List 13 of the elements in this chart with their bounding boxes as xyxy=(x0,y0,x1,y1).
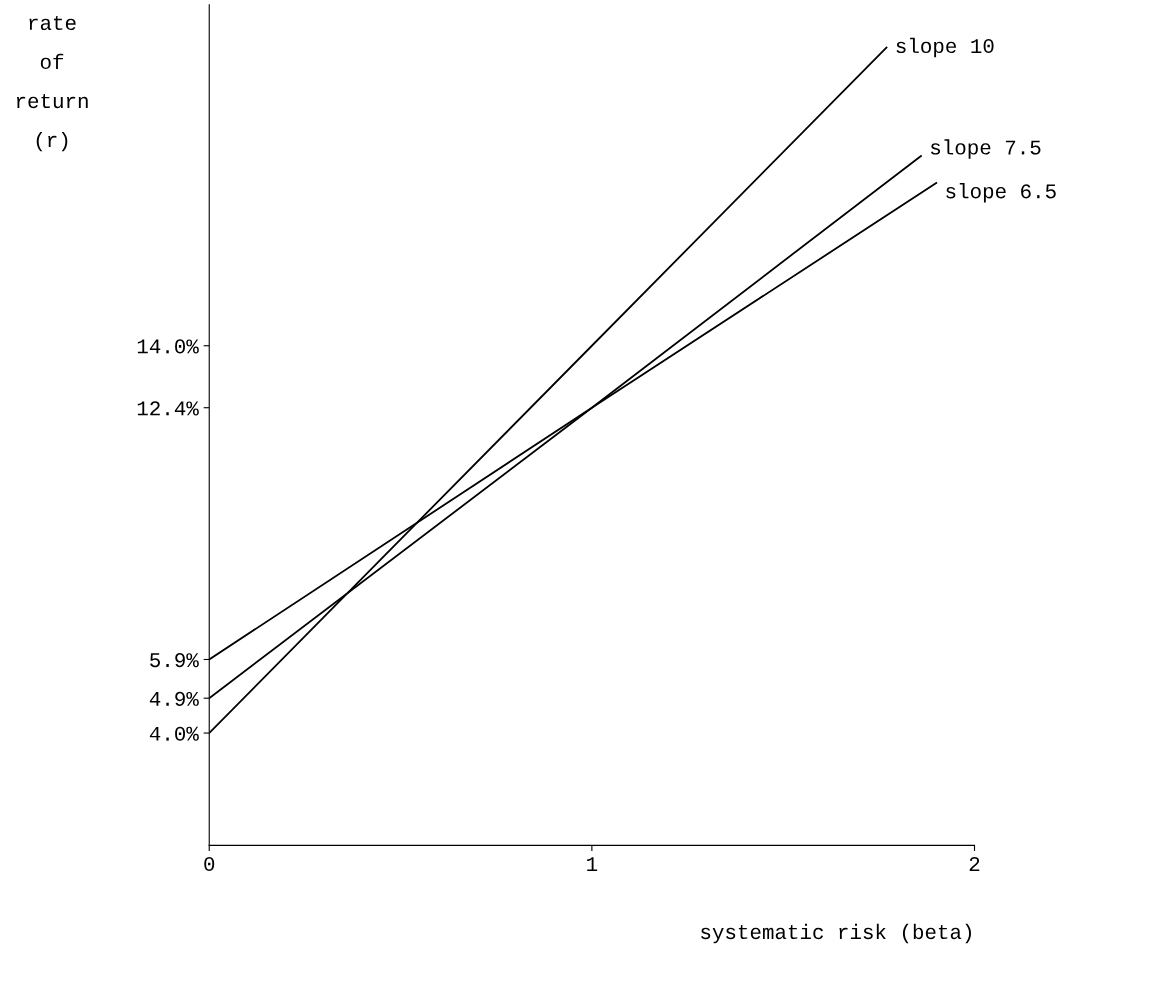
y-tick-label: 5.9% xyxy=(150,653,199,668)
y-tick-label: 14.0% xyxy=(137,339,199,354)
y-tick-label: 4.0% xyxy=(149,726,199,741)
x-tick-label: 2 xyxy=(969,856,980,871)
series-label: slope 10 xyxy=(896,37,994,58)
x-tick-label: 1 xyxy=(587,857,598,871)
y-tick-label: 12.4% xyxy=(137,401,199,416)
x-axis-title: systematic risk (beta) xyxy=(701,923,971,944)
y-tick-label: 4.9% xyxy=(149,691,199,706)
x-tick-label: 0 xyxy=(204,856,215,872)
series-label: slope 6.5 xyxy=(946,183,1056,203)
y-axis-title: rate of return (r) xyxy=(16,15,88,152)
series-label: slope 7.5 xyxy=(930,139,1041,159)
